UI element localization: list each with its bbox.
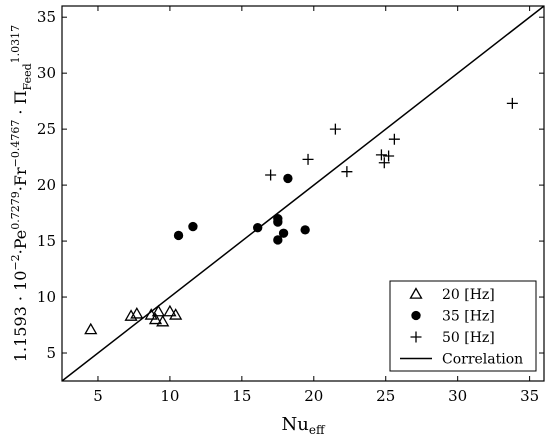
circle-marker bbox=[273, 235, 283, 245]
y-tick-label: 25 bbox=[37, 120, 56, 138]
plus-marker bbox=[375, 149, 387, 161]
triangle-marker bbox=[148, 312, 163, 325]
legend-label: 35 [Hz] bbox=[442, 309, 495, 325]
x-tick-label: 15 bbox=[232, 387, 251, 405]
circle-marker bbox=[188, 221, 198, 232]
circle-marker bbox=[300, 225, 310, 235]
legend-item: 20 [Hz] bbox=[409, 287, 495, 303]
circle-marker bbox=[283, 173, 293, 184]
circle-marker bbox=[173, 230, 184, 241]
y-tick-label: 20 bbox=[37, 176, 56, 194]
plus-marker bbox=[341, 166, 353, 178]
y-tick-label: 5 bbox=[46, 344, 56, 362]
y-axis: 5 10 15 20 25 30 35 bbox=[37, 8, 544, 362]
y-tick-label: 15 bbox=[37, 232, 56, 250]
triangle-marker bbox=[151, 304, 166, 317]
plus-marker bbox=[506, 97, 518, 109]
plus-marker bbox=[329, 123, 341, 135]
triangle-marker bbox=[163, 304, 177, 317]
circle-marker bbox=[273, 214, 283, 224]
legend-label: 50 [Hz] bbox=[442, 330, 495, 346]
series-line bbox=[62, 6, 544, 381]
x-tick-label: 20 bbox=[304, 387, 323, 405]
legend-label: 20 [Hz] bbox=[442, 287, 495, 303]
triangle-marker bbox=[156, 314, 170, 327]
circle-marker bbox=[278, 228, 289, 238]
plot-frame bbox=[61, 5, 545, 382]
triangle-marker bbox=[130, 307, 144, 319]
legend: 20 [Hz] 35 [Hz] 50 [Hz] Correlation bbox=[389, 280, 537, 372]
series-triangle bbox=[84, 304, 183, 335]
legend-item: 35 [Hz] bbox=[411, 309, 495, 325]
x-tick-label: 10 bbox=[160, 387, 179, 405]
plus-marker bbox=[378, 157, 390, 169]
triangle-marker bbox=[169, 308, 183, 320]
plus-marker bbox=[388, 133, 400, 145]
legend-item: 50 [Hz] bbox=[410, 330, 495, 346]
y-tick-label: 30 bbox=[37, 64, 56, 82]
plus-marker bbox=[302, 153, 314, 165]
plus-marker bbox=[265, 169, 277, 181]
circle-marker bbox=[411, 310, 421, 321]
legend-box bbox=[389, 280, 537, 372]
x-tick-label: 30 bbox=[448, 387, 467, 405]
x-tick-label: 35 bbox=[520, 387, 539, 405]
y-tick-label: 10 bbox=[37, 288, 56, 306]
x-axis: 5 10 15 20 25 30 35 bbox=[93, 6, 539, 405]
x-axis-title: Nueff bbox=[282, 414, 326, 437]
triangle-marker bbox=[84, 322, 98, 335]
legend-item: Correlation bbox=[400, 352, 523, 368]
y-tick-label: 35 bbox=[37, 8, 56, 26]
series-circle bbox=[173, 173, 310, 245]
x-tick-label: 25 bbox=[376, 387, 395, 405]
y-axis-title: 1.1593 · 10−2·Pe0.7279·Fr−0.4767 · ΠFeed… bbox=[9, 25, 34, 362]
series-plus bbox=[265, 97, 518, 181]
triangle-marker bbox=[124, 309, 138, 321]
triangle-marker bbox=[409, 287, 423, 299]
plot-border bbox=[61, 5, 545, 382]
legend-label: Correlation bbox=[442, 352, 523, 368]
series-layer bbox=[62, 6, 544, 381]
x-tick-label: 5 bbox=[93, 387, 103, 405]
plus-marker bbox=[383, 150, 395, 162]
plus-marker bbox=[410, 331, 422, 343]
correlation-line bbox=[62, 6, 544, 381]
